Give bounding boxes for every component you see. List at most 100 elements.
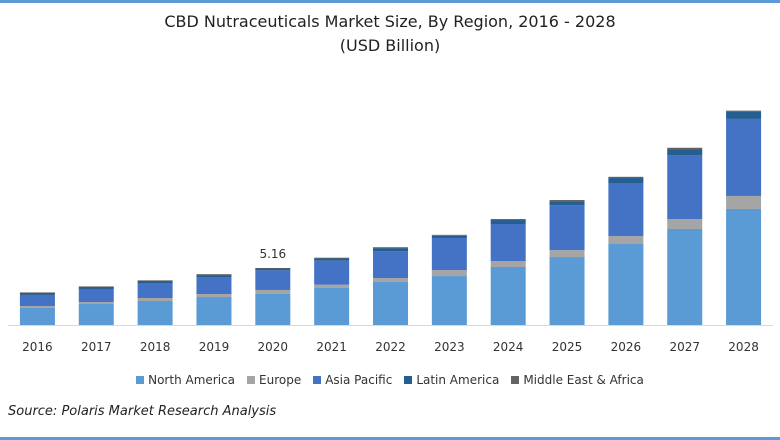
bar-segment-asia-pacific-2026: [608, 183, 644, 237]
bar-segment-latin-america-2024: [490, 220, 526, 225]
legend-item-latin-america: Latin America: [404, 373, 499, 387]
bar-segment-north-america-2024: [490, 266, 526, 325]
bar-segment-latin-america-2027: [667, 149, 703, 156]
x-tick-label-2018: 2018: [140, 340, 171, 354]
bar-segment-middle-east-africa-2020: [255, 267, 291, 269]
x-tick-label-2022: 2022: [375, 340, 406, 354]
x-tick-label-2027: 2027: [669, 340, 700, 354]
bar-segment-europe-2027: [667, 219, 703, 229]
bar-segment-north-america-2027: [667, 228, 703, 325]
bar-segment-north-america-2028: [726, 208, 762, 325]
bar-segment-latin-america-2028: [726, 111, 762, 119]
bar-segment-asia-pacific-2019: [196, 277, 232, 295]
legend-item-europe: Europe: [247, 373, 301, 387]
bar-segment-asia-pacific-2027: [667, 155, 703, 220]
bar-segment-latin-america-2016: [19, 292, 55, 295]
bar-segment-middle-east-africa-2025: [549, 200, 585, 202]
bar-segment-middle-east-africa-2024: [490, 219, 526, 221]
x-tick-label-2023: 2023: [434, 340, 465, 354]
bar-segment-asia-pacific-2020: [255, 270, 291, 290]
bar-segment-north-america-2026: [608, 244, 644, 325]
bar-segment-latin-america-2025: [549, 201, 585, 206]
x-tick-label-2028: 2028: [728, 340, 759, 354]
bar-segment-europe-2028: [726, 195, 762, 209]
bar-segment-north-america-2019: [196, 297, 232, 325]
bottom-border: [0, 437, 780, 440]
bar-segment-latin-america-2018: [137, 281, 173, 284]
bar-segment-latin-america-2026: [608, 178, 644, 184]
legend-label: Asia Pacific: [325, 373, 393, 387]
bar-segment-asia-pacific-2023: [431, 238, 467, 271]
top-border: [0, 0, 780, 3]
legend-label: Europe: [259, 373, 302, 387]
bar-segment-north-america-2016: [19, 307, 55, 325]
bar-segment-latin-america-2023: [431, 235, 467, 239]
bar-segment-latin-america-2022: [373, 248, 408, 252]
x-tick-label-2021: 2021: [316, 340, 347, 354]
bar-segment-asia-pacific-2022: [373, 251, 408, 279]
bar-segment-middle-east-africa-2019: [196, 274, 232, 276]
bar-segment-europe-2023: [431, 270, 467, 277]
bar-segment-north-america-2017: [78, 304, 114, 325]
bar-segment-middle-east-africa-2028: [726, 110, 762, 112]
chart-subtitle: (USD Billion): [339, 36, 441, 55]
bar-segment-europe-2022: [373, 278, 408, 283]
bar-segment-middle-east-africa-2021: [314, 257, 350, 259]
bar-segment-latin-america-2021: [314, 258, 350, 261]
chart-title: CBD Nutraceuticals Market Size, By Regio…: [164, 12, 616, 31]
bar-segment-europe-2026: [608, 236, 644, 245]
bar-segment-europe-2016: [19, 305, 55, 308]
legend-swatch: [136, 376, 145, 384]
legend-item-middle-east-africa: Middle East & Africa: [511, 373, 644, 387]
bar-segment-europe-2018: [137, 298, 173, 302]
legend-swatch: [511, 376, 520, 384]
legend-swatch: [313, 376, 322, 384]
bar-segment-north-america-2023: [431, 276, 467, 325]
legend-label: Middle East & Africa: [523, 373, 644, 387]
bar-segment-latin-america-2017: [78, 286, 114, 289]
bar-segment-asia-pacific-2018: [137, 283, 173, 299]
bar-segment-middle-east-africa-2022: [373, 247, 408, 249]
bar-segment-middle-east-africa-2023: [431, 234, 467, 236]
bar-segment-middle-east-africa-2016: [19, 292, 55, 294]
bar-segment-north-america-2020: [255, 293, 291, 325]
legend: North America Europe Asia Pacific Latin Ame…: [0, 373, 780, 387]
bar-segment-north-america-2018: [137, 301, 173, 325]
legend-swatch: [247, 376, 255, 384]
source-note: Source: Polaris Market Research Analysis: [8, 404, 277, 419]
bar-segment-asia-pacific-2025: [549, 205, 585, 251]
x-tick-label-2020: 2020: [258, 340, 289, 354]
bar-segment-asia-pacific-2017: [78, 288, 114, 303]
bar-segment-north-america-2025: [549, 257, 585, 325]
bar-segment-middle-east-africa-2026: [608, 176, 644, 179]
x-tick-label-2016: 2016: [22, 340, 53, 354]
x-tick-label-2026: 2026: [611, 340, 642, 354]
x-tick-label-2019: 2019: [199, 340, 230, 354]
bar-segment-middle-east-africa-2027: [667, 147, 703, 150]
bar-segment-north-america-2022: [373, 282, 408, 325]
bar-segment-asia-pacific-2028: [726, 118, 762, 196]
stacked-bar-chart: 2016 2017 2018 2019 2020 5.16 2021 2022 2023 2024…: [8, 110, 773, 354]
data-label-2020: 5.16: [259, 247, 286, 261]
bar-segment-middle-east-africa-2017: [78, 286, 114, 288]
bar-segment-latin-america-2019: [196, 275, 232, 278]
x-tick-label-2017: 2017: [81, 340, 112, 354]
bar-segment-middle-east-africa-2018: [137, 280, 173, 282]
bar-segment-asia-pacific-2021: [314, 260, 350, 285]
bar-segment-latin-america-2020: [255, 268, 291, 271]
bar-segment-europe-2021: [314, 284, 350, 288]
bar-segment-north-america-2021: [314, 287, 350, 325]
bar-segment-europe-2019: [196, 294, 232, 298]
legend-label: North America: [148, 373, 235, 387]
legend-swatch: [404, 376, 413, 384]
bar-segment-asia-pacific-2024: [490, 224, 526, 262]
legend-item-north-america: North America: [136, 373, 235, 387]
legend-label: Latin America: [416, 373, 500, 387]
x-tick-label-2025: 2025: [552, 340, 583, 354]
legend-item-asia-pacific: Asia Pacific: [313, 373, 392, 387]
bar-segment-asia-pacific-2016: [19, 294, 55, 306]
bar-segment-europe-2024: [490, 261, 526, 267]
bar-segment-europe-2020: [255, 289, 291, 294]
bar-segment-europe-2025: [549, 250, 585, 258]
x-tick-label-2024: 2024: [493, 340, 524, 354]
